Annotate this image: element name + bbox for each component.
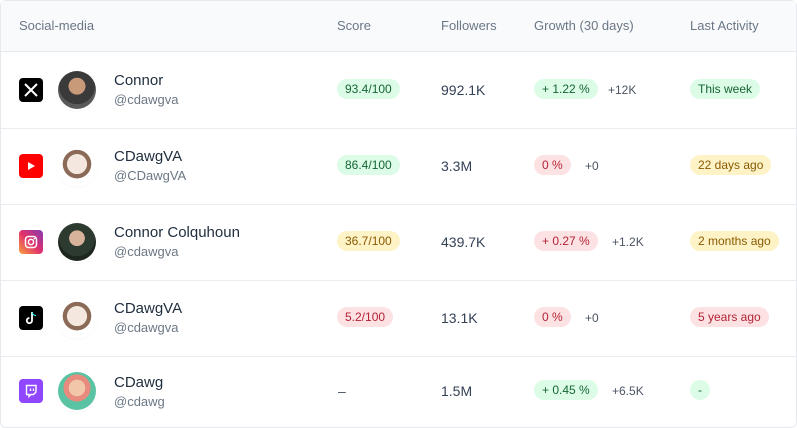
account-handle: @cdawgva bbox=[114, 320, 179, 335]
account-name[interactable]: CDawg bbox=[114, 374, 164, 391]
growth-absolute: +1.2K bbox=[612, 235, 644, 249]
youtube-icon bbox=[19, 154, 43, 178]
last-activity-badge: 5 years ago bbox=[690, 307, 769, 327]
account-handle: @cdawg bbox=[114, 394, 165, 409]
growth-absolute: +0 bbox=[585, 159, 599, 173]
column-header-score[interactable]: Score bbox=[337, 18, 371, 33]
growth-percent-badge: + 1.22 % bbox=[534, 79, 598, 99]
followers-count: 439.7K bbox=[441, 234, 486, 250]
table-row[interactable]: CDawg @cdawg – 1.5M + 0.45 % +6.5K - bbox=[1, 356, 796, 428]
column-header-social-media[interactable]: Social-media bbox=[19, 18, 95, 33]
table-row[interactable]: CDawgVA @CDawgVA 86.4/100 3.3M 0 % +0 22… bbox=[1, 128, 796, 205]
account-name[interactable]: CDawgVA bbox=[114, 148, 183, 165]
growth-absolute: +0 bbox=[585, 311, 599, 325]
table-row[interactable]: Connor Colquhoun @cdawgva 36.7/100 439.7… bbox=[1, 204, 796, 281]
last-activity-badge: 2 months ago bbox=[690, 231, 779, 251]
column-header-growth[interactable]: Growth (30 days) bbox=[534, 18, 634, 33]
last-activity-badge: 22 days ago bbox=[690, 155, 772, 175]
followers-count: 1.5M bbox=[441, 383, 473, 399]
followers-count: 13.1K bbox=[441, 310, 478, 326]
growth-percent-badge: + 0.27 % bbox=[534, 231, 598, 251]
column-header-followers[interactable]: Followers bbox=[441, 18, 497, 33]
followers-count: 3.3M bbox=[441, 158, 473, 174]
account-name[interactable]: Connor bbox=[114, 72, 164, 89]
avatar bbox=[58, 71, 96, 109]
last-activity-badge: This week bbox=[690, 79, 761, 99]
column-header-last-activity[interactable]: Last Activity bbox=[690, 18, 759, 33]
avatar bbox=[58, 223, 96, 261]
account-handle: @cdawgva bbox=[114, 92, 179, 107]
score-badge: 5.2/100 bbox=[337, 307, 394, 327]
followers-count: 992.1K bbox=[441, 82, 486, 98]
score-badge: 86.4/100 bbox=[337, 155, 400, 175]
account-handle: @cdawgva bbox=[114, 244, 179, 259]
table-row[interactable]: CDawgVA @cdawgva 5.2/100 13.1K 0 % +0 5 … bbox=[1, 280, 796, 357]
twitch-icon bbox=[19, 379, 43, 403]
growth-percent-badge: + 0.45 % bbox=[534, 380, 598, 400]
score-badge: 93.4/100 bbox=[337, 79, 400, 99]
avatar bbox=[58, 147, 96, 185]
growth-percent-badge: 0 % bbox=[534, 307, 571, 327]
score-empty: – bbox=[338, 383, 346, 399]
growth-percent-badge: 0 % bbox=[534, 155, 571, 175]
avatar bbox=[58, 299, 96, 337]
x-twitter-icon bbox=[19, 78, 43, 102]
tiktok-icon bbox=[19, 306, 43, 330]
instagram-icon bbox=[19, 230, 43, 254]
table-header: Social-media Score Followers Growth (30 … bbox=[1, 1, 796, 52]
table-row[interactable]: Connor @cdawgva 93.4/100 992.1K + 1.22 %… bbox=[1, 52, 796, 129]
score-badge: 36.7/100 bbox=[337, 231, 400, 251]
account-name[interactable]: CDawgVA bbox=[114, 300, 183, 317]
account-name[interactable]: Connor Colquhoun bbox=[114, 224, 240, 241]
growth-absolute: +12K bbox=[608, 83, 637, 97]
avatar bbox=[58, 372, 96, 410]
growth-absolute: +6.5K bbox=[612, 384, 644, 398]
last-activity-badge: - bbox=[690, 380, 710, 400]
account-handle: @CDawgVA bbox=[114, 168, 187, 183]
